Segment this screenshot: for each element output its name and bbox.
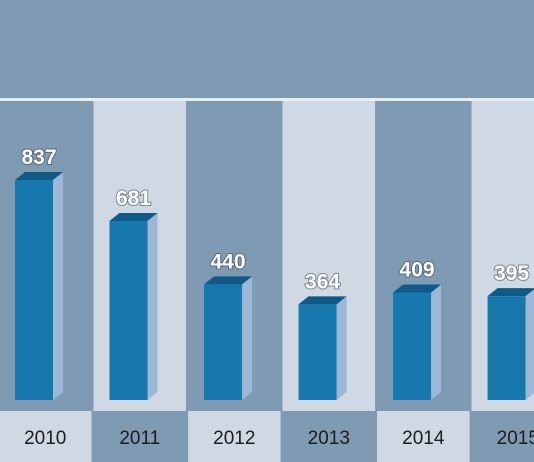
year-label: 2014 bbox=[402, 428, 445, 449]
bar-side bbox=[525, 289, 534, 400]
header-band bbox=[0, 0, 534, 98]
year-label: 2010 bbox=[24, 428, 66, 449]
bar bbox=[298, 304, 337, 400]
bar-top bbox=[393, 284, 442, 293]
bar-top bbox=[109, 213, 158, 222]
bar bbox=[109, 221, 148, 400]
value-label: 440 bbox=[211, 250, 246, 273]
bar bbox=[487, 296, 526, 400]
bar-top bbox=[204, 276, 253, 285]
bars bbox=[15, 172, 534, 400]
bar bbox=[204, 284, 243, 400]
year-label: 2012 bbox=[213, 428, 255, 449]
bar bbox=[393, 292, 432, 400]
year-label: 2011 bbox=[119, 428, 160, 449]
bar-side bbox=[147, 213, 158, 400]
value-label: 837 bbox=[21, 146, 56, 169]
bar-side bbox=[242, 276, 253, 400]
year-cell bbox=[188, 411, 281, 462]
year-label: 2013 bbox=[308, 428, 350, 449]
year-cell bbox=[93, 411, 187, 462]
bar-side bbox=[431, 284, 442, 400]
column-backgrounds bbox=[0, 101, 534, 411]
year-cell bbox=[0, 411, 92, 462]
year-cell bbox=[282, 411, 376, 462]
bar-side bbox=[53, 172, 63, 400]
bar bbox=[15, 180, 53, 400]
value-label: 364 bbox=[305, 270, 340, 293]
year-label: 2015 bbox=[497, 428, 534, 449]
value-label: 409 bbox=[400, 258, 435, 281]
year-labels: 2010 2011 2012 2013 2014 2015 bbox=[0, 411, 534, 462]
bar-top bbox=[298, 296, 347, 305]
header-divider bbox=[0, 98, 534, 101]
year-cell bbox=[471, 411, 534, 462]
value-label: 681 bbox=[116, 187, 151, 210]
bar-top bbox=[15, 172, 63, 180]
bar-top bbox=[487, 288, 534, 297]
value-label: 395 bbox=[494, 262, 529, 285]
value-labels: 837 681 440 364 409 395 bbox=[20, 145, 530, 294]
year-cell bbox=[377, 411, 470, 462]
bar-side bbox=[336, 296, 347, 400]
